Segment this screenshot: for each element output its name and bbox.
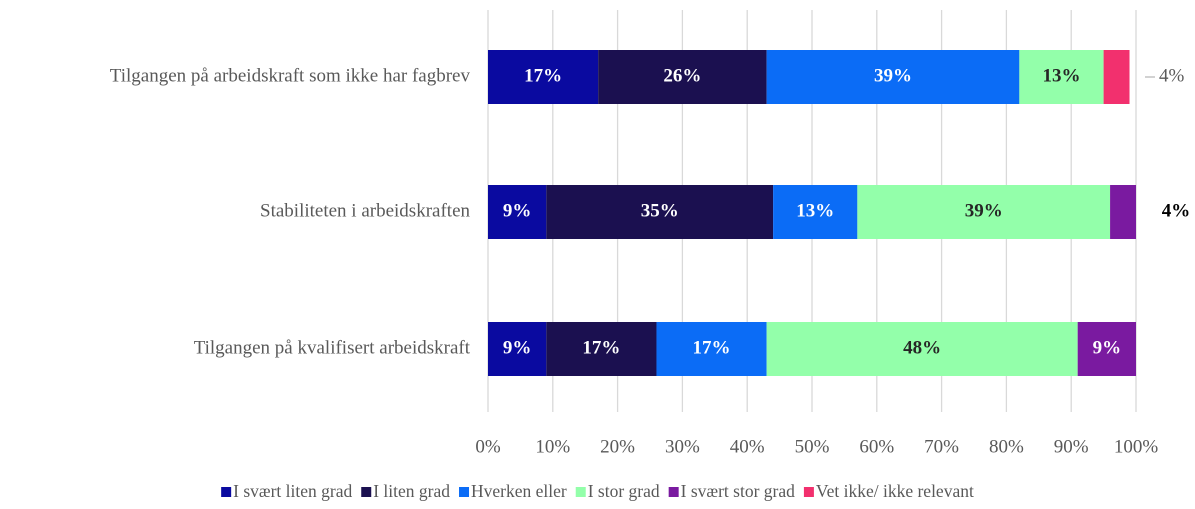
legend-label: I svært stor grad	[681, 481, 795, 501]
category-label: Tilgangen på arbeidskraft som ikke har f…	[110, 65, 471, 86]
value-label: 13%	[1042, 65, 1080, 86]
x-tick-label: 0%	[475, 436, 501, 457]
value-label: 17%	[524, 65, 562, 86]
bar-segment	[598, 50, 767, 104]
x-tick-label: 60%	[859, 436, 894, 457]
value-label: 26%	[663, 65, 701, 86]
value-label: 4%	[1162, 200, 1191, 221]
bar-segment	[656, 322, 767, 376]
bar-segment	[488, 185, 547, 239]
value-label: 9%	[1093, 337, 1122, 358]
legend-label: I svært liten grad	[233, 481, 352, 501]
category-label: Stabiliteten i arbeidskraften	[260, 200, 470, 221]
legend: I svært liten grad I liten grad Hverken el…	[221, 481, 974, 501]
bar-segment	[1103, 50, 1130, 104]
bar-segment	[546, 322, 657, 376]
bar-segment	[766, 322, 1078, 376]
value-label: 48%	[903, 337, 941, 358]
legend-swatch	[221, 487, 232, 497]
legend-label: Vet ikke/ ikke relevant	[816, 481, 974, 501]
legend-label: I stor grad	[588, 481, 660, 501]
x-tick-label: 10%	[535, 436, 570, 457]
bar-segment	[1019, 50, 1104, 104]
x-tick-label: 90%	[1054, 436, 1089, 457]
value-label: 9%	[503, 200, 532, 221]
bar-segment	[1110, 185, 1136, 239]
legend-label: I liten grad	[373, 481, 450, 501]
x-tick-label: 40%	[730, 436, 765, 457]
x-tick-label: 100%	[1114, 436, 1159, 457]
value-label: 17%	[693, 337, 731, 358]
value-label: 39%	[965, 200, 1003, 221]
bar-segment	[773, 185, 858, 239]
bar-segment	[766, 50, 1020, 104]
value-label: 9%	[503, 337, 532, 358]
category-label: Tilgangen på kvalifisert arbeidskraft	[194, 337, 471, 358]
legend-swatch	[459, 487, 470, 497]
legend-swatch	[575, 487, 586, 497]
bar-segment	[488, 50, 599, 104]
value-label: 35%	[641, 200, 679, 221]
legend-swatch	[668, 487, 679, 497]
x-tick-label: 80%	[989, 436, 1024, 457]
legend-swatch	[361, 487, 372, 497]
x-tick-label: 70%	[924, 436, 959, 457]
value-label: 39%	[874, 65, 912, 86]
bar-segment	[1077, 322, 1136, 376]
x-tick-label: 50%	[795, 436, 830, 457]
x-tick-label: 30%	[665, 436, 700, 457]
bar-segment	[488, 322, 547, 376]
bar-segment	[546, 185, 774, 239]
bar-segment	[857, 185, 1111, 239]
x-tick-label: 20%	[600, 436, 635, 457]
legend-swatch	[803, 487, 814, 497]
value-label: 4%	[1159, 65, 1185, 86]
legend-label: Hverken eller	[471, 481, 567, 501]
value-label: 17%	[582, 337, 620, 358]
value-label: 13%	[796, 200, 834, 221]
